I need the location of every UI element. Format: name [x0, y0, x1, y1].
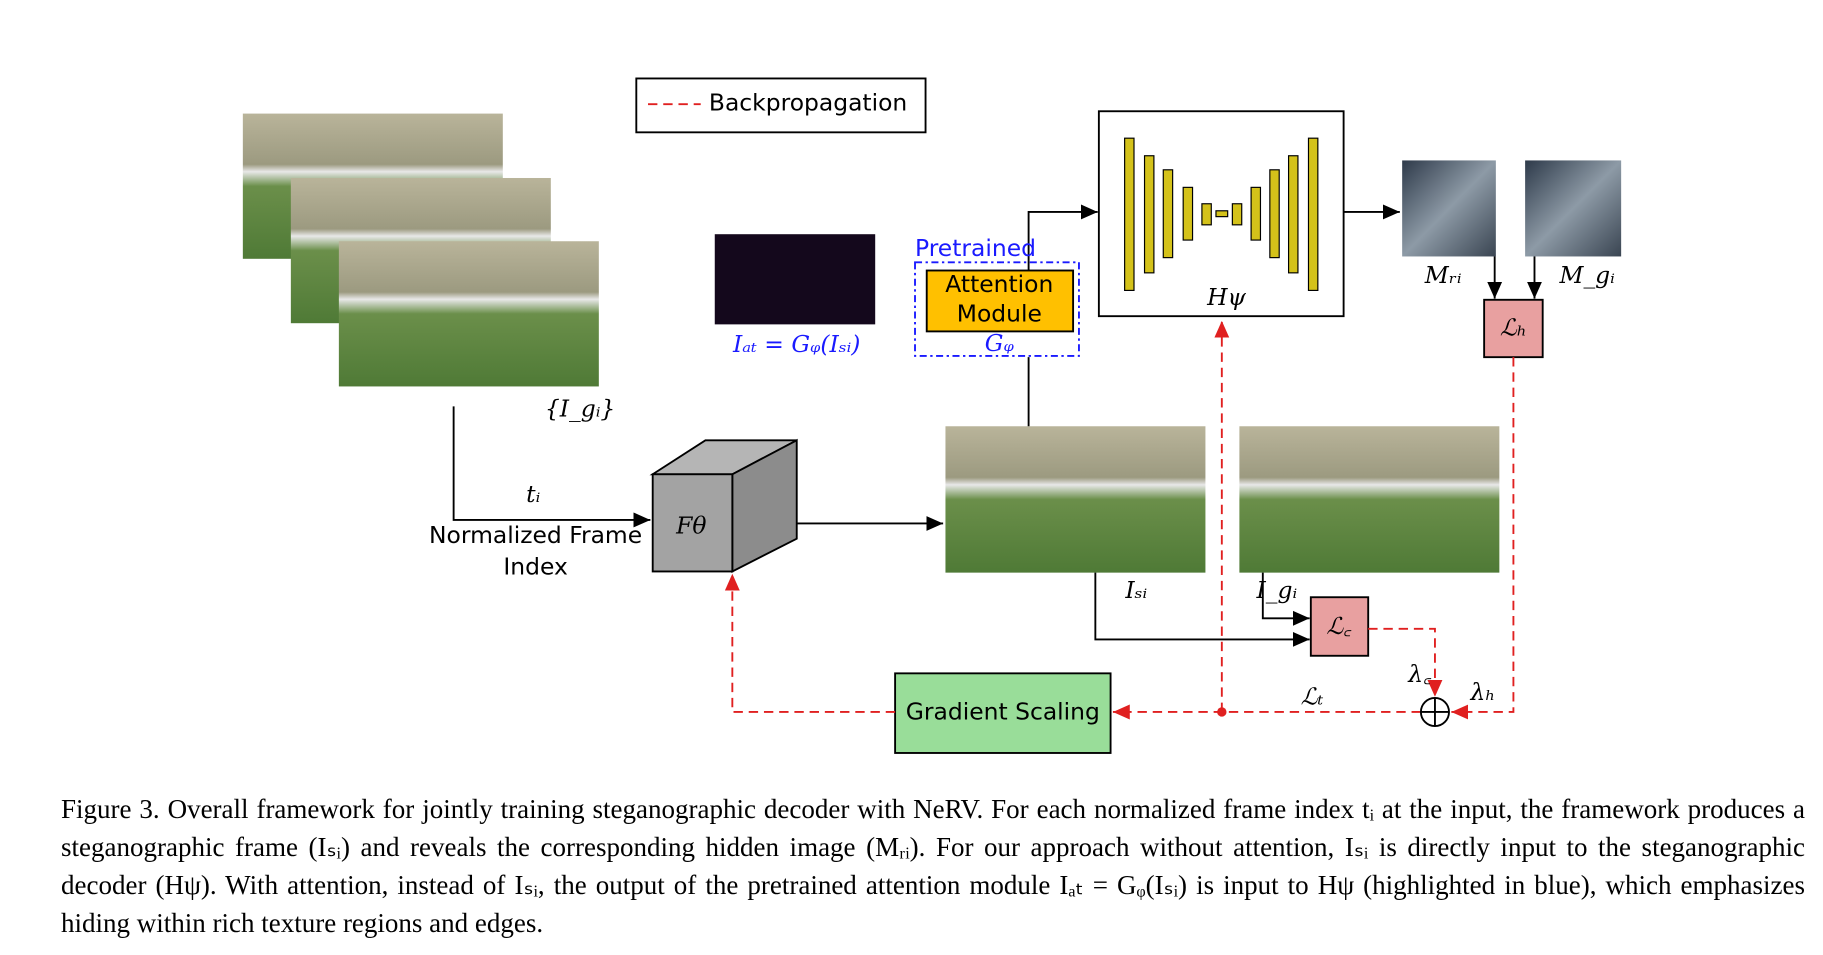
label: Gradient Scaling	[906, 698, 1100, 726]
shape	[724, 573, 896, 713]
label: {I_gᵢ}	[545, 394, 615, 422]
label: Attention	[945, 270, 1053, 298]
cube-front	[651, 473, 734, 573]
label: Hψ	[1206, 283, 1246, 311]
arrow	[452, 406, 651, 528]
revealed-image	[1402, 160, 1496, 257]
loss-h-box	[1483, 298, 1544, 359]
arrow	[1094, 572, 1310, 647]
shape	[1287, 155, 1299, 274]
shape	[1307, 137, 1319, 292]
attention-box	[925, 269, 1075, 333]
loss-c-box	[1309, 596, 1370, 657]
shape	[1182, 186, 1194, 241]
label: Iₐₜ = Gᵩ(Iₛᵢ)	[732, 330, 860, 358]
shape	[1250, 186, 1262, 241]
group	[1124, 137, 1319, 292]
label: Normalized Frame	[429, 521, 642, 549]
pretrained-box	[914, 261, 1080, 357]
shape	[1162, 169, 1174, 259]
label: Module	[957, 300, 1042, 328]
label: ℒ꜀	[1326, 612, 1352, 640]
shape	[1215, 210, 1229, 218]
attention-image	[714, 234, 876, 325]
label: Fθ	[675, 511, 706, 539]
shape	[1231, 203, 1243, 226]
shape	[1201, 203, 1212, 226]
group	[724, 320, 1515, 720]
label: Index	[503, 552, 568, 580]
hidden-image	[1525, 160, 1622, 257]
arrow	[1027, 204, 1098, 271]
label: λ꜀	[1407, 660, 1432, 688]
shape	[1143, 155, 1155, 274]
shape	[1269, 169, 1280, 259]
group	[242, 77, 1622, 754]
label: ℒₕ	[1500, 314, 1527, 342]
label: Pretrained	[915, 234, 1036, 262]
legend-label: Backpropagation	[709, 89, 907, 117]
label: Iₛᵢ	[1124, 576, 1147, 604]
stego-image	[945, 426, 1206, 573]
gradient-scaling-box	[894, 672, 1112, 754]
junction	[1217, 707, 1227, 717]
label: I_gᵢ	[1256, 576, 1298, 604]
label: Gᵩ	[985, 329, 1015, 357]
arrow	[1261, 572, 1310, 626]
caption: Figure 3. Overall framework for jointly …	[61, 794, 1805, 938]
shape	[1451, 357, 1515, 720]
label: ℒₜ	[1301, 682, 1324, 710]
label: M_gᵢ	[1558, 261, 1614, 289]
frame-image	[338, 241, 599, 387]
label: λₕ	[1469, 678, 1495, 706]
label: Mᵣᵢ	[1424, 261, 1462, 289]
diagram: Backpropagation {I_gᵢ} tᵢ Normalized Fra…	[242, 77, 1622, 754]
gt-image	[1239, 426, 1500, 573]
shape	[1124, 137, 1135, 292]
legend-box	[635, 77, 927, 134]
shape	[1368, 627, 1443, 697]
sum-sign	[1420, 697, 1450, 727]
label: tᵢ	[526, 480, 540, 508]
